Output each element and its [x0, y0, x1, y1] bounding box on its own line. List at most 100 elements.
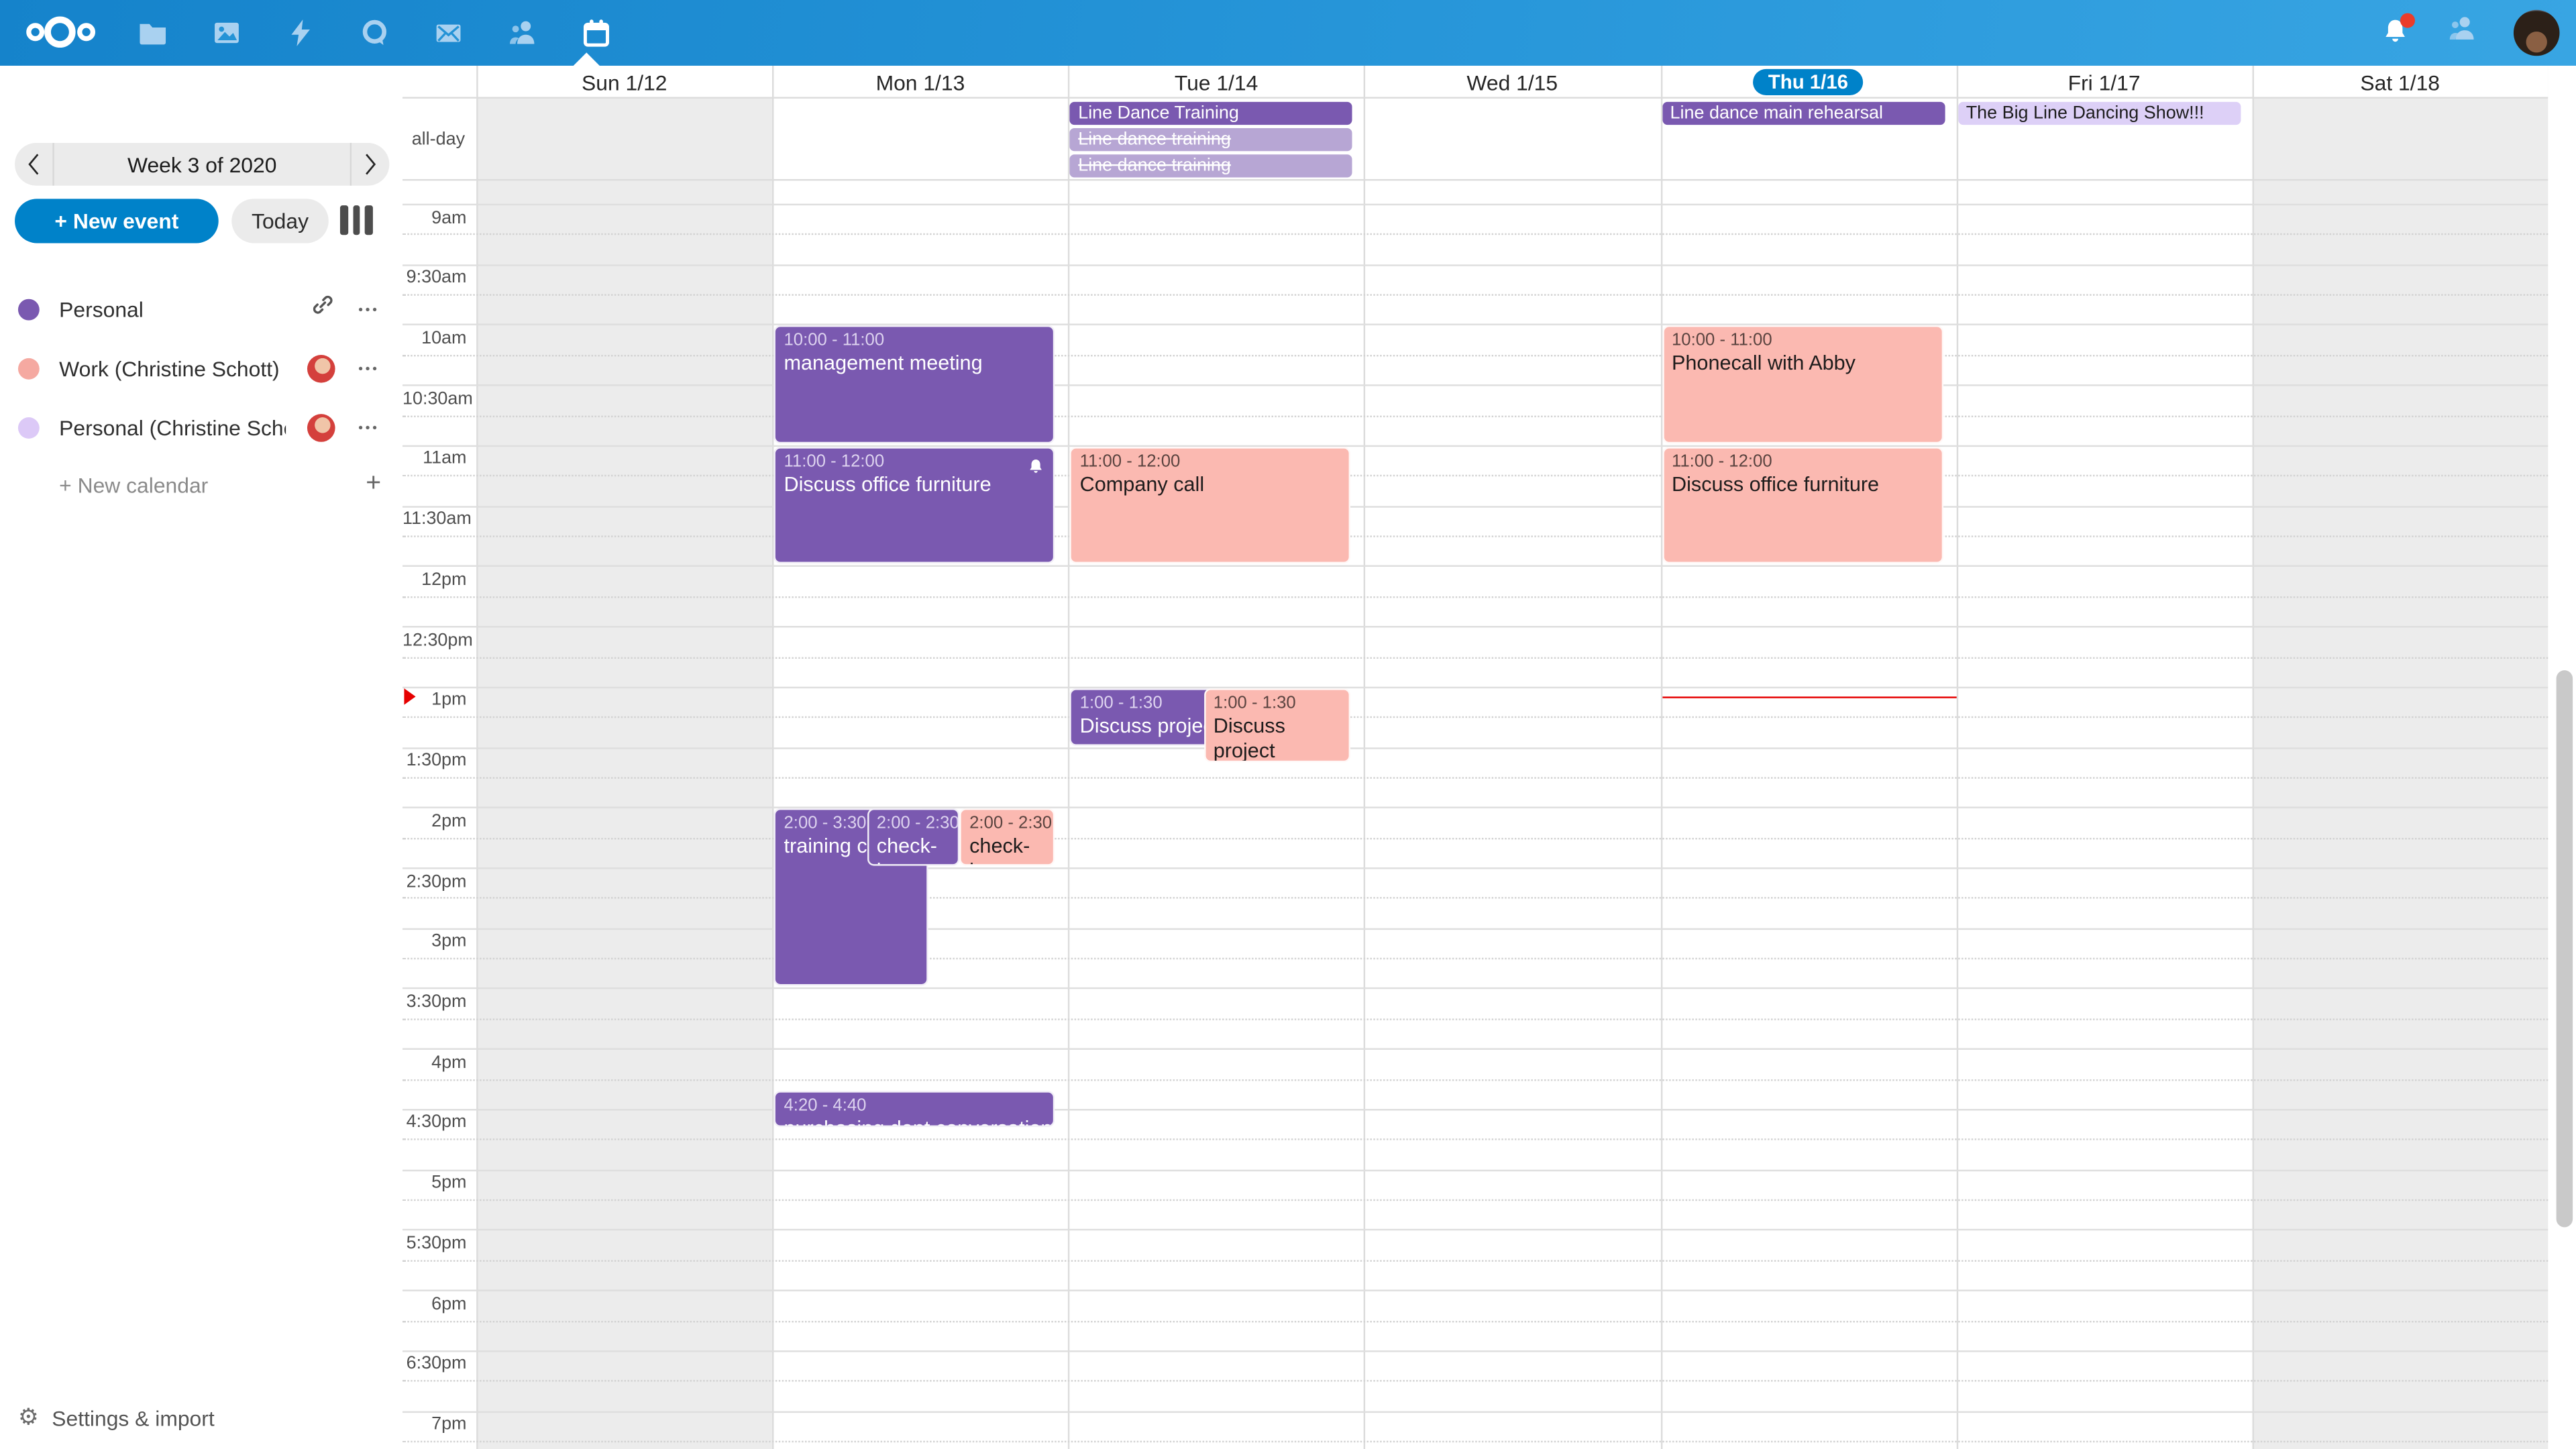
- calendar-menu-icon[interactable]: •••: [358, 360, 380, 376]
- column-border: [772, 65, 774, 1449]
- scrollbar-thumb[interactable]: [2556, 670, 2573, 1228]
- app-menu: [138, 0, 611, 66]
- calendar-color-dot: [17, 298, 40, 320]
- calendar-menu-icon[interactable]: •••: [358, 301, 380, 317]
- talk-icon[interactable]: [360, 18, 389, 48]
- column-border: [1660, 65, 1662, 1449]
- quarter-hour-line: [402, 233, 2548, 236]
- event-title: Discuss project announcement: [1213, 714, 1285, 762]
- quarter-hour-line: [402, 958, 2548, 960]
- time-label: 1pm: [431, 690, 467, 710]
- allday-event[interactable]: Line Dance Training: [1069, 101, 1353, 125]
- time-slot-row: [402, 686, 2548, 718]
- new-calendar-button[interactable]: + New calendar +: [0, 457, 402, 513]
- today-button[interactable]: Today: [231, 199, 329, 244]
- time-slot-row: [402, 505, 2548, 537]
- allday-event[interactable]: Line dance main rehearsal: [1662, 101, 1945, 125]
- sidebar: Week 3 of 2020 + New event Today Persona…: [0, 65, 403, 1449]
- view-switcher-icon[interactable]: [339, 205, 372, 235]
- time-label: 12:30pm: [402, 630, 473, 650]
- time-label: 2pm: [431, 811, 467, 831]
- mail-icon[interactable]: [434, 18, 464, 48]
- quarter-hour-line: [402, 898, 2548, 900]
- event-discuss-office-furniture[interactable]: 11:00 - 12:00 Discuss office furniture: [1662, 446, 1943, 564]
- calendar-row-actions: •••: [307, 354, 380, 382]
- topbar-right: [2381, 0, 2560, 66]
- contacts-icon[interactable]: [508, 18, 537, 48]
- time-slot-row: [402, 988, 2548, 1020]
- week-label[interactable]: Week 3 of 2020: [127, 152, 277, 177]
- photos-icon[interactable]: [212, 18, 241, 48]
- time-label: 10am: [421, 328, 467, 349]
- day-header-sun[interactable]: Sun 1/12: [582, 70, 667, 95]
- quarter-hour-line: [402, 837, 2548, 839]
- time-label: 11am: [423, 449, 467, 469]
- day-header-mon[interactable]: Mon 1/13: [875, 70, 965, 95]
- allday-event[interactable]: The Big Line Dancing Show!!!: [1957, 101, 2241, 125]
- day-header-thu[interactable]: Thu 1/16: [1660, 66, 1956, 99]
- nextcloud-logo-icon[interactable]: [23, 13, 99, 53]
- event-phonecall-with-abby[interactable]: 10:00 - 11:00 Phonecall with Abby: [1662, 326, 1943, 443]
- quarter-hour-line: [402, 415, 2548, 417]
- day-header-sat[interactable]: Sat 1/18: [2360, 70, 2440, 95]
- time-label: 7pm: [431, 1414, 467, 1435]
- event-discuss-office-furniture[interactable]: 11:00 - 12:00 Discuss office furniture: [773, 446, 1055, 564]
- quarter-hour-line: [402, 1380, 2548, 1383]
- previous-week-button[interactable]: [15, 143, 54, 186]
- new-event-button[interactable]: + New event: [15, 199, 219, 244]
- time-label: 6:30pm: [406, 1354, 467, 1375]
- quarter-hour-line: [402, 1320, 2548, 1322]
- next-week-button[interactable]: [350, 143, 390, 186]
- time-label: 10:30am: [402, 388, 473, 409]
- event-purchasing-dept-conversation[interactable]: 4:20 - 4:40purchasing dept conversation: [773, 1090, 1055, 1128]
- time-slot-row: [402, 1229, 2548, 1262]
- settings-and-import[interactable]: ⚙ Settings & import: [18, 1405, 215, 1431]
- time-slot-row: [402, 1169, 2548, 1201]
- event-title: Discuss office furniture: [784, 473, 991, 496]
- time-label: 3pm: [431, 932, 467, 952]
- event-time: 10:00 - 11:00: [784, 331, 885, 351]
- event-time: 2:00 - 2:30: [969, 813, 1053, 834]
- time-slot-row: [402, 747, 2548, 779]
- allday-event[interactable]: Line dance training: [1069, 154, 1353, 178]
- calendar-color-dot: [17, 416, 40, 438]
- notifications-bell-icon[interactable]: [2381, 13, 2416, 48]
- day-header-fri[interactable]: Fri 1/17: [2068, 70, 2141, 95]
- quarter-hour-line: [402, 1079, 2548, 1081]
- time-grid: 9am 9:30am 10am 10:30am 11am 11:30am 12pm 12:30…: [402, 203, 2548, 1449]
- event-time: 1:00 - 1:30: [1079, 693, 1163, 713]
- allday-event[interactable]: Line dance training: [1069, 128, 1353, 152]
- contacts-menu-icon[interactable]: [2447, 13, 2478, 53]
- calendar-name: Personal (Christine Scho…: [59, 415, 286, 440]
- calendar-list-item[interactable]: Personal (Christine Scho… •••: [0, 398, 402, 457]
- today-date-pill: Thu 1/16: [1753, 68, 1864, 96]
- quarter-hour-line: [402, 716, 2548, 718]
- share-link-icon[interactable]: [311, 292, 335, 325]
- time-slot-row: [402, 264, 2548, 297]
- user-avatar[interactable]: [2513, 9, 2560, 56]
- shared-by-avatar: [307, 354, 335, 382]
- calendar-list-item[interactable]: Work (Christine Schott) •••: [0, 338, 402, 397]
- day-header-tue[interactable]: Tue 1/14: [1174, 70, 1258, 95]
- event-title: check-in: [969, 835, 1030, 864]
- calendar-icon[interactable]: [582, 18, 611, 48]
- event-time: 1:00 - 1:30: [1213, 693, 1296, 713]
- day-header-wed[interactable]: Wed 1/15: [1466, 70, 1558, 95]
- calendar-menu-icon[interactable]: •••: [358, 419, 380, 435]
- event-company-call[interactable]: 11:00 - 12:00 Company call: [1069, 446, 1352, 564]
- event-time: 2:00 - 3:30: [784, 813, 867, 834]
- event-time: 10:00 - 11:00: [1671, 331, 1772, 351]
- event-management-meeting[interactable]: 10:00 - 11:00 management meeting: [773, 326, 1055, 443]
- activity-icon[interactable]: [286, 18, 315, 48]
- calendar-list-item[interactable]: Personal •••: [0, 279, 402, 338]
- settings-label: Settings & import: [52, 1405, 215, 1430]
- quarter-hour-line: [402, 656, 2548, 658]
- time-slot-row: [402, 1289, 2548, 1322]
- time-slot-row: [402, 867, 2548, 900]
- files-icon[interactable]: [138, 18, 168, 48]
- event-title: Discuss project announcement: [1079, 714, 1223, 738]
